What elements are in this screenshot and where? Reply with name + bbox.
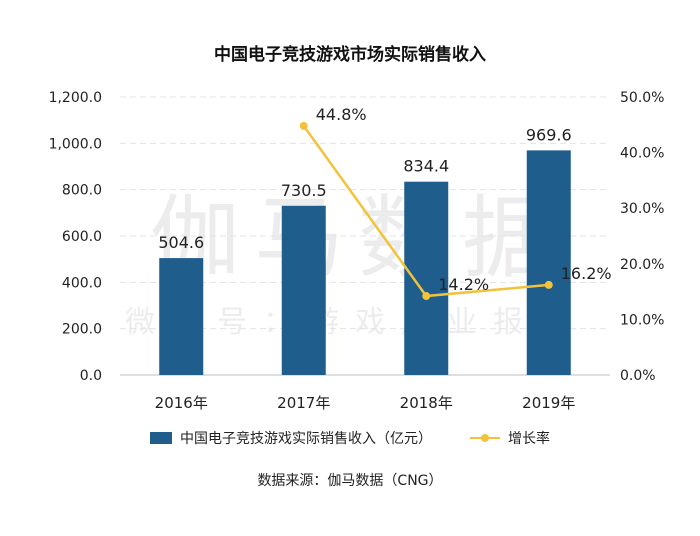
- y-right-tick-label: 50.0%: [620, 90, 664, 106]
- x-tick-label: 2017年: [277, 394, 330, 412]
- legend: 中国电子竞技游戏实际销售收入（亿元） 增长率: [0, 428, 700, 448]
- y-right-tick-label: 10.0%: [620, 312, 664, 328]
- y-left-tick-label: 200.0: [62, 322, 102, 338]
- growth-point: [544, 280, 553, 289]
- y-left-tick-label: 0.0: [80, 368, 102, 384]
- growth-data-label: 14.2%: [438, 275, 489, 294]
- y-left-tick-label: 1,000.0: [49, 136, 102, 152]
- source-note: 数据来源：伽马数据（CNG）: [257, 473, 443, 489]
- bar-data-label: 504.6: [158, 233, 204, 252]
- bar: [526, 150, 571, 375]
- y-left-tick-label: 1,200.0: [49, 90, 102, 106]
- bar-data-label: 969.6: [526, 125, 572, 144]
- bar: [404, 181, 449, 375]
- y-right-tick-label: 40.0%: [620, 146, 664, 162]
- y-left-tick-label: 400.0: [62, 275, 102, 291]
- watermark-main: 伽马数据: [150, 186, 566, 291]
- bar-data-label: 834.4: [403, 157, 449, 176]
- x-tick-label: 2016年: [155, 394, 208, 412]
- chart-title: 中国电子竞技游戏市场实际销售收入: [214, 45, 486, 65]
- legend-label-growth: 增长率: [508, 431, 550, 447]
- legend-item-growth: 增长率: [470, 428, 550, 448]
- y-left-tick-label: 800.0: [62, 183, 102, 199]
- legend-item-revenue: 中国电子竞技游戏实际销售收入（亿元）: [150, 428, 432, 448]
- growth-data-label: 44.8%: [316, 105, 367, 124]
- legend-line-swatch: [470, 432, 500, 444]
- x-tick-label: 2019年: [522, 394, 575, 412]
- growth-data-label: 16.2%: [561, 264, 612, 283]
- y-right-tick-label: 0.0%: [620, 368, 656, 384]
- bar: [159, 258, 204, 375]
- growth-point: [422, 292, 431, 301]
- bar: [281, 205, 326, 375]
- growth-point: [299, 121, 308, 130]
- y-right-tick-label: 20.0%: [620, 257, 664, 273]
- legend-label-revenue: 中国电子竞技游戏实际销售收入（亿元）: [180, 431, 432, 447]
- legend-bar-swatch: [150, 432, 172, 444]
- y-right-tick-label: 30.0%: [620, 201, 664, 217]
- bar-data-label: 730.5: [281, 181, 327, 200]
- x-tick-label: 2018年: [400, 394, 453, 412]
- y-left-tick-label: 600.0: [62, 229, 102, 245]
